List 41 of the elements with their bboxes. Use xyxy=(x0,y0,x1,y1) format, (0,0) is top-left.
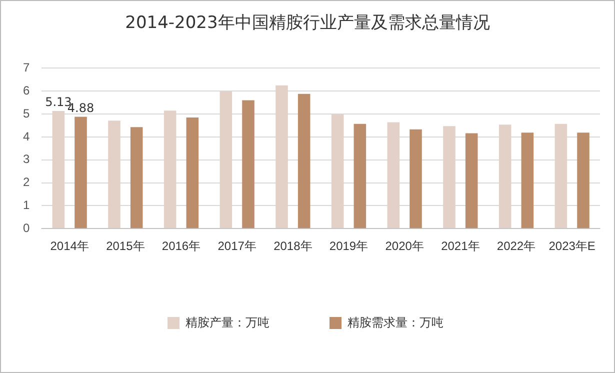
x-tick-label: 2017年 xyxy=(218,239,256,254)
y-tick-label: 6 xyxy=(22,83,30,98)
bar xyxy=(298,94,310,228)
bar xyxy=(498,124,512,228)
x-tick-label: 2023年E xyxy=(548,239,596,254)
bar xyxy=(465,133,478,228)
y-tick-label: 3 xyxy=(22,152,30,166)
x-tick-label: 2021年 xyxy=(441,239,480,254)
bar xyxy=(130,127,143,228)
y-tick-label: 2 xyxy=(22,175,30,190)
bar xyxy=(521,132,534,228)
y-tick-label: 0 xyxy=(22,220,30,235)
bar xyxy=(74,116,87,228)
legend-label: 精胺产量：万吨 xyxy=(186,315,270,330)
chart-title: 2014-2023年中国精胺行业产量及需求总量情况 xyxy=(124,12,491,34)
bar xyxy=(410,129,422,228)
bar xyxy=(108,120,120,228)
bar xyxy=(443,126,456,228)
bar xyxy=(554,124,568,228)
x-tick-label: 2018年 xyxy=(274,239,312,254)
y-tick-label: 5 xyxy=(22,106,30,120)
y-tick-label: 4 xyxy=(22,129,30,144)
bar xyxy=(387,122,400,228)
bar xyxy=(186,117,199,228)
x-tick-label: 2022年 xyxy=(496,239,536,254)
x-tick-label: 2019年 xyxy=(329,239,368,254)
bar xyxy=(164,110,176,228)
y-tick-label: 1 xyxy=(22,198,30,212)
x-tick-label: 2020年 xyxy=(385,239,424,254)
bar xyxy=(52,111,65,228)
legend-label: 精胺需求量：万吨 xyxy=(348,315,444,330)
bar xyxy=(354,124,366,228)
bar xyxy=(331,114,344,228)
bar xyxy=(276,85,288,228)
bar xyxy=(242,100,254,228)
x-tick-label: 2014年 xyxy=(50,239,89,254)
bar xyxy=(577,132,590,228)
x-tick-label: 2016年 xyxy=(162,239,201,254)
y-tick-label: 7 xyxy=(22,60,30,75)
x-tick-label: 2015年 xyxy=(106,239,145,254)
bar xyxy=(220,91,232,228)
